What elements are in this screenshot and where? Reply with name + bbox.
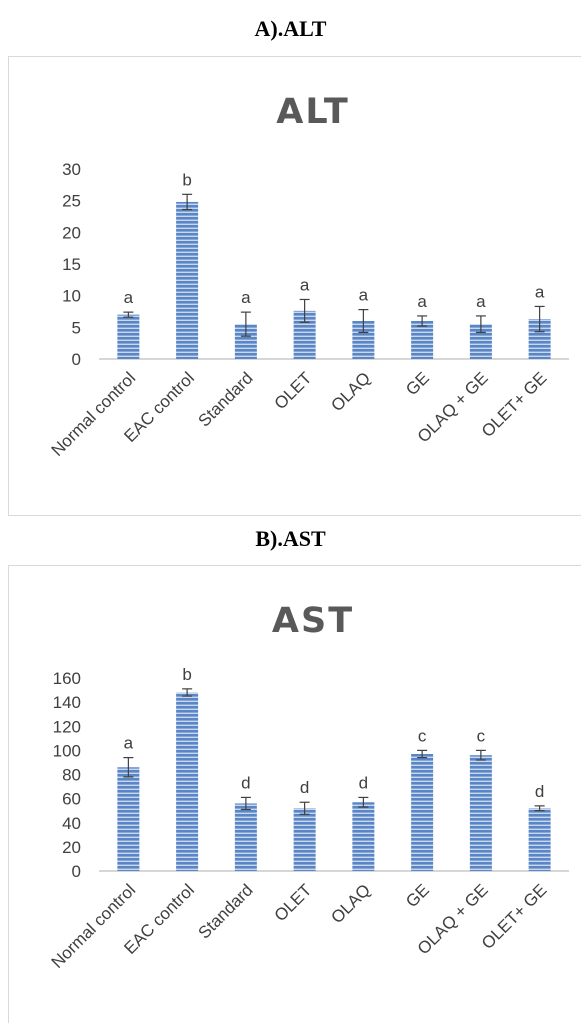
y-tick-label: 120 (53, 717, 81, 736)
y-tick-label: 20 (62, 838, 81, 857)
y-tick-label: 140 (53, 693, 81, 712)
x-category-label: OLET (271, 368, 316, 413)
significance-label: a (359, 286, 369, 305)
x-category-label: Normal control (48, 368, 140, 460)
panel-a-heading: A).ALT (254, 16, 327, 41)
bar (469, 755, 492, 871)
significance-label: a (124, 734, 134, 753)
bar (176, 201, 199, 359)
panel-b-heading: B).AST (255, 526, 326, 551)
bar (117, 767, 140, 871)
significance-label: a (476, 292, 486, 311)
significance-label: d (535, 782, 544, 801)
bar (234, 803, 257, 871)
significance-label: b (182, 170, 191, 189)
significance-label: b (182, 665, 191, 684)
y-tick-label: 30 (62, 160, 81, 179)
x-category-label: OLET (271, 880, 316, 925)
x-category-label: OLAQ (327, 368, 374, 415)
y-tick-label: 80 (62, 766, 81, 785)
bar (293, 310, 316, 359)
bar (117, 314, 140, 359)
alt-chart-panel: ALT 0 5 10 15 20 25 30 a Normal control b EAC contr… (8, 56, 581, 516)
bar (528, 808, 551, 871)
x-category-label: Normal control (48, 880, 140, 972)
significance-label: d (241, 773, 250, 792)
y-tick-label: 160 (53, 669, 81, 688)
chart-title: ALT (276, 92, 349, 132)
x-category-label: Standard (194, 880, 256, 942)
ast-chart: AST 0 20 40 60 80 100 120 140 160 a Normal control b… (48, 601, 569, 972)
y-tick-label: 0 (72, 862, 81, 881)
chart-title: AST (272, 601, 354, 641)
bar (176, 692, 199, 871)
bar (411, 753, 434, 871)
x-category-label: OLAQ (327, 880, 374, 927)
ast-chart-panel: AST 0 20 40 60 80 100 120 140 160 a Normal control b… (8, 565, 581, 1023)
y-tick-label: 5 (72, 318, 81, 337)
y-tick-label: 60 (62, 790, 81, 809)
x-category-label: GE (402, 880, 433, 911)
significance-label: a (535, 282, 545, 301)
significance-label: a (241, 288, 251, 307)
significance-label: c (418, 726, 427, 745)
significance-label: c (477, 726, 486, 745)
bar (352, 321, 375, 359)
significance-label: d (300, 778, 309, 797)
bar (528, 319, 551, 359)
y-tick-label: 0 (72, 350, 81, 369)
bar (352, 802, 375, 871)
y-tick-label: 15 (62, 255, 81, 274)
y-tick-label: 25 (62, 192, 81, 211)
y-tick-label: 100 (53, 741, 81, 760)
significance-label: a (417, 292, 427, 311)
x-category-label: GE (402, 368, 433, 399)
y-tick-label: 20 (62, 223, 81, 242)
bar (234, 324, 257, 359)
significance-label: d (359, 773, 368, 792)
bar (469, 324, 492, 359)
y-tick-label: 40 (62, 814, 81, 833)
bar (411, 321, 434, 359)
bar (293, 808, 316, 871)
x-category-label: Standard (194, 368, 256, 430)
y-tick-label: 10 (62, 287, 81, 306)
significance-label: a (124, 288, 134, 307)
significance-label: a (300, 275, 310, 294)
